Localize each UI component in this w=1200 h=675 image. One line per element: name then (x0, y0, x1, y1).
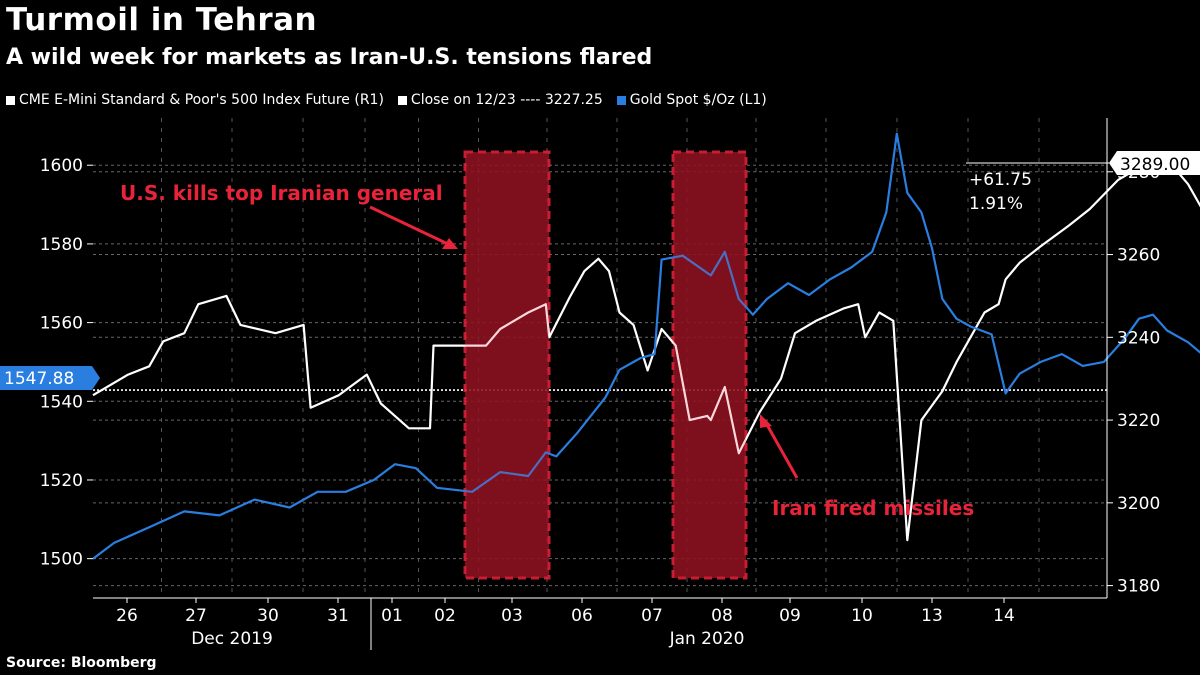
x-tick-label: 30 (257, 606, 279, 626)
right-tick-label: 3180 (1117, 577, 1160, 597)
x-tick-label: 26 (116, 606, 138, 626)
legend: CME E-Mini Standard & Poor's 500 Index F… (6, 92, 767, 108)
highlight-box-0 (463, 150, 551, 580)
right-value-label: 3289.00 (1120, 155, 1190, 175)
legend-label-gold: Gold Spot $/Oz (L1) (629, 92, 767, 108)
event-highlights (463, 150, 748, 580)
x-tick-label: 01 (381, 606, 403, 626)
annotation-general: U.S. kills top Iranian general (120, 181, 443, 205)
change-abs-label: +61.75 (969, 170, 1032, 190)
left-tick-label: 1540 (40, 392, 83, 412)
right-value-box (1117, 151, 1200, 175)
x-tick-label: 13 (921, 606, 943, 626)
left-value-pointer (92, 366, 100, 390)
legend-swatch-close (397, 95, 407, 105)
legend-swatch-sp500 (6, 95, 15, 105)
x-tick-label: 10 (851, 606, 873, 626)
highlight-tint-0 (465, 152, 549, 578)
left-value-box (0, 366, 92, 390)
right-tick-label: 3260 (1117, 246, 1160, 266)
highlight-box-1 (671, 150, 748, 580)
legend-swatch-gold (616, 95, 626, 105)
right-tick-label: 3240 (1117, 328, 1160, 348)
left-value-label: 1547.88 (4, 369, 74, 389)
right-tick-label: 3200 (1117, 494, 1160, 514)
chart-title: Turmoil in Tehran (6, 2, 318, 38)
x-tick-label: 09 (779, 606, 801, 626)
arrowhead-general (442, 238, 458, 249)
arrow-general (369, 205, 451, 247)
x-tick-label: 02 (434, 606, 456, 626)
series-lines (92, 132, 1200, 578)
x-tick-label: 27 (185, 606, 207, 626)
highlight-tint-1 (673, 152, 746, 578)
x-tick-label: 08 (711, 606, 733, 626)
annotations: U.S. kills top Iranian general Iran fire… (120, 181, 974, 520)
left-tick-label: 1560 (40, 314, 83, 334)
x-tick-label: 14 (993, 606, 1015, 626)
left-tick-label: 1500 (40, 550, 83, 570)
series-line-gold (92, 132, 1200, 560)
legend-label-close: Close on 12/23 ---- 3227.25 (410, 92, 603, 108)
x-month-label: Dec 2019 (191, 629, 273, 649)
source-note: Source: Bloomberg (6, 655, 157, 671)
x-tick-label: 03 (501, 606, 523, 626)
change-pct-label: 1.91% (969, 194, 1023, 214)
value-labels: 1547.88 3289.00 +61.75 1.91% (0, 151, 1200, 390)
left-tick-label: 1580 (40, 235, 83, 255)
x-month-label: Jan 2020 (669, 629, 745, 649)
legend-item-gold: Gold Spot $/Oz (L1) (616, 92, 767, 108)
legend-item-close: Close on 12/23 ---- 3227.25 (397, 92, 603, 108)
right-tick-label: 3220 (1117, 411, 1160, 431)
annotation-missiles: Iran fired missiles (772, 496, 974, 520)
arrow-missiles (764, 422, 799, 479)
x-tick-label: 06 (571, 606, 593, 626)
chart-subtitle: A wild week for markets as Iran-U.S. ten… (6, 45, 653, 70)
legend-item-sp500: CME E-Mini Standard & Poor's 500 Index F… (6, 92, 384, 108)
x-tick-label: 31 (327, 606, 349, 626)
right-value-pointer (1109, 151, 1117, 175)
left-tick-label: 1600 (40, 156, 83, 176)
arrowhead-missiles (760, 414, 772, 428)
x-tick-label: 07 (641, 606, 663, 626)
legend-label-sp500: CME E-Mini Standard & Poor's 500 Index F… (19, 92, 384, 108)
left-tick-label: 1520 (40, 471, 83, 491)
